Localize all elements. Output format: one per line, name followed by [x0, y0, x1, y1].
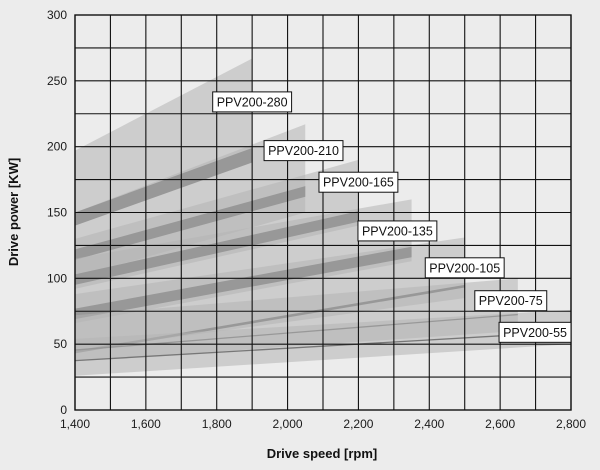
- plot-frame: [74, 14, 572, 411]
- series-label-box: [498, 321, 572, 343]
- y-tick-label: 200: [47, 140, 67, 154]
- y-tick-label: 250: [47, 74, 67, 88]
- x-tick-label: 2,800: [556, 417, 586, 431]
- y-tick-label: 50: [54, 337, 68, 351]
- y-tick-label: 100: [47, 271, 67, 285]
- x-tick-label: 1,400: [60, 417, 90, 431]
- x-tick-label: 2,000: [273, 417, 303, 431]
- x-axis-title: Drive speed [rpm]: [267, 446, 378, 461]
- x-tick-label: 1,800: [202, 417, 232, 431]
- series-label-box: [474, 290, 548, 312]
- y-tick-label: 0: [60, 403, 67, 417]
- grid-lines: [74, 14, 572, 411]
- y-tick-label: 300: [47, 8, 67, 22]
- series-label-text: PPV200-55: [503, 326, 567, 340]
- tick-labels: 1,400 1,600 1,800 2,000 2,200 2,400 2,600 2,800…: [47, 8, 586, 431]
- series-label-4: PPV200-135: [357, 220, 438, 242]
- series-label-box: [318, 171, 399, 193]
- series-label-3: PPV200-165: [318, 171, 399, 193]
- series-label-1: PPV200-280: [212, 91, 293, 113]
- series-label-text: PPV200-75: [479, 294, 543, 308]
- series-label-text: PPV200-135: [362, 224, 433, 238]
- series-label-text: PPV200-105: [429, 261, 500, 275]
- y-axis-title: Drive power [KW]: [6, 158, 21, 266]
- series-label-text: PPV200-280: [217, 95, 288, 109]
- series-label-box: [424, 257, 505, 279]
- series-label-text: PPV200-210: [268, 144, 339, 158]
- series-label-box: [357, 220, 438, 242]
- x-tick-label: 2,200: [343, 417, 373, 431]
- series-label-7: PPV200-55: [498, 321, 572, 343]
- series-area-1: [75, 58, 253, 226]
- series-label-2: PPV200-210: [263, 140, 344, 162]
- series-label-6: PPV200-75: [474, 290, 548, 312]
- series-label-box: [212, 91, 293, 113]
- series-labels: PPV200-280 PPV200-210 PPV200-165 PPV200-135…: [212, 91, 572, 343]
- x-tick-label: 2,400: [414, 417, 444, 431]
- x-tick-label: 2,600: [485, 417, 515, 431]
- y-tick-label: 150: [47, 206, 67, 220]
- series-label-text: PPV200-165: [323, 176, 394, 190]
- series-label-5: PPV200-105: [424, 257, 505, 279]
- x-tick-label: 1,600: [131, 417, 161, 431]
- series-label-box: [263, 140, 344, 162]
